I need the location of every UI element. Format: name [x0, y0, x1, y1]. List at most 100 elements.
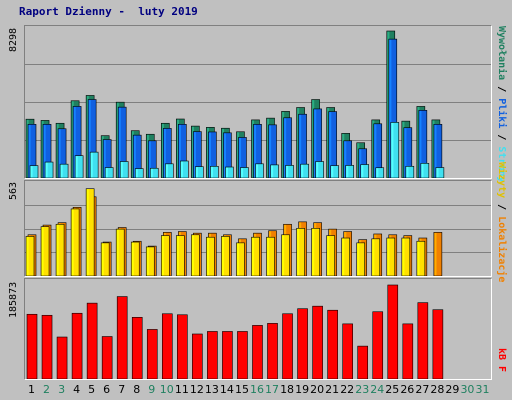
x-tick-label: 28: [430, 383, 445, 396]
hits-bar-pliki-1: [27, 124, 37, 178]
sites-bar-wizyty-22: [341, 237, 350, 276]
hits-bar-strony-11: [180, 160, 189, 178]
x-tick-label: 3: [58, 383, 66, 396]
hits-bar-strony-13: [210, 166, 219, 178]
sites-bar-wizyty-11: [176, 235, 185, 276]
x-tick-label: 10: [159, 383, 174, 396]
hits-bar-pliki-10: [162, 128, 172, 178]
sites-bar-wizyty-17: [266, 236, 275, 276]
hits-bar-strony-10: [164, 163, 174, 178]
hits-bar-pliki-11: [178, 124, 187, 178]
kb-bar-11: [177, 314, 188, 379]
hits-bar-strony-17: [270, 164, 279, 178]
hits-chart: [25, 30, 491, 178]
sites-bar-wizyty-1: [25, 236, 35, 276]
kb-bar-14: [222, 331, 233, 379]
x-tick-label: 23: [355, 383, 370, 396]
x-tick-label: 30: [460, 383, 475, 396]
sites-bar-wizyty-8: [130, 241, 140, 276]
kb-bar-10: [161, 313, 173, 379]
x-tick-label: 29: [445, 383, 460, 396]
hits-bar-strony-6: [104, 167, 114, 178]
hits-bar-strony-25: [390, 122, 400, 178]
x-tick-label: 16: [250, 383, 264, 396]
kb-bar-8: [131, 317, 143, 379]
hits-bar-pliki-27: [418, 110, 428, 178]
hits-bar-pliki-23: [358, 148, 368, 178]
sites-legend: Wizyty / Lokalizacje: [496, 162, 507, 282]
hits-bar-strony-20: [315, 161, 324, 178]
hits-bar-pliki-13: [208, 131, 217, 178]
x-tick-label: 31: [475, 383, 490, 396]
hits-bar-strony-23: [360, 164, 370, 178]
hits-bar-strony-2: [44, 161, 54, 178]
hits-bar-strony-15: [240, 167, 249, 178]
hits-bar-pliki-4: [72, 106, 82, 178]
kb-bar-12: [192, 333, 203, 379]
sites-panel: [24, 180, 492, 277]
kb-panel: [24, 278, 492, 380]
sites-bar-wizyty-9: [145, 246, 155, 276]
sites-ymax-label: 563: [8, 181, 19, 200]
kb-bar-5: [86, 302, 98, 379]
x-tick-label: 11: [174, 383, 189, 396]
sites-bar-wizyty-24: [371, 238, 381, 276]
hits-legend: Wywołania / Pliki / Strony: [496, 26, 507, 183]
hits-bar-strony-3: [59, 163, 69, 178]
kb-bar-26: [402, 323, 414, 379]
x-tick-label: 13: [204, 383, 219, 396]
x-axis-labels: 1 2 3 4 5 6 7 8 9 10 11 12 13 14 15 16 17 18 19 20 21 22 23 24 2…: [24, 383, 490, 397]
x-tick-label: 20: [310, 383, 325, 396]
hits-bar-strony-14: [225, 166, 234, 178]
x-tick-label: 21: [325, 383, 340, 396]
hits-bar-pliki-21: [328, 111, 337, 178]
kb-bar-13: [207, 331, 218, 379]
kb-bar-24: [372, 311, 384, 379]
legend-item: /: [496, 80, 507, 99]
x-tick-label: 22: [340, 383, 355, 396]
sites-bar-wizyty-26: [401, 237, 411, 276]
hits-bar-strony-9: [149, 167, 159, 178]
sites-bar-lokalizacje-28: [433, 232, 443, 276]
kb-bar-25: [387, 284, 399, 379]
sites-bar-wizyty-2: [40, 226, 50, 276]
x-tick-label: 27: [415, 383, 430, 396]
sites-bar-wizyty-18: [281, 234, 290, 276]
sites-bar-wizyty-16: [251, 236, 260, 276]
kb-bar-20: [312, 305, 323, 379]
hits-bar-pliki-20: [313, 108, 322, 178]
sites-bar-wizyty-7: [115, 228, 125, 276]
legend-item: Pliki: [496, 98, 507, 129]
x-tick-label: 26: [400, 383, 415, 396]
hits-ymax-label: 8298: [8, 27, 19, 52]
kb-bar-15: [237, 331, 248, 379]
hits-bar-strony-22: [345, 165, 354, 178]
kb-bar-3: [56, 336, 68, 379]
hits-bar-strony-26: [405, 166, 415, 178]
kb-bar-21: [327, 309, 338, 379]
sites-bar-wizyty-19: [296, 228, 305, 276]
kb-bar-4: [71, 312, 83, 379]
sites-chart: [25, 188, 491, 276]
kb-bar-16: [252, 325, 263, 379]
sites-bar-wizyty-20: [311, 228, 320, 276]
hits-bar-strony-1: [29, 165, 39, 178]
hits-bar-pliki-28: [433, 124, 443, 178]
hits-bar-strony-8: [134, 168, 144, 178]
kb-ymax-label: 185873: [8, 281, 19, 318]
kb-bar-22: [342, 323, 353, 379]
legend-item: /: [496, 128, 507, 147]
hits-bar-pliki-24: [373, 123, 383, 178]
sites-bar-wizyty-13: [206, 236, 215, 276]
hits-bar-strony-4: [74, 155, 84, 178]
sites-bar-wizyty-3: [55, 223, 65, 276]
x-tick-label: 18: [280, 383, 295, 396]
hits-bar-pliki-22: [343, 140, 352, 178]
hits-bar-strony-27: [420, 162, 430, 178]
sites-bar-wizyty-10: [160, 235, 170, 276]
hits-bar-strony-24: [375, 167, 385, 178]
legend-item: kB F: [496, 348, 507, 373]
kb-bar-9: [146, 329, 158, 379]
legend-item: Wizyty: [496, 162, 507, 199]
